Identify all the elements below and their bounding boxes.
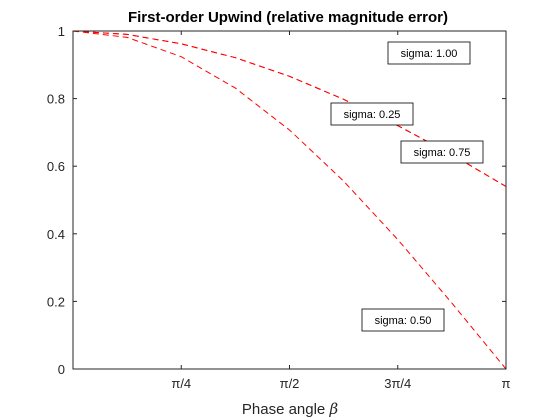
y-tick-label-3: 0.6 xyxy=(47,159,65,174)
annotations: sigma: 1.00 sigma: 0.25 sigma: 0.75 sigm… xyxy=(330,41,484,332)
x-axis-label-text: Phase angle xyxy=(242,401,330,418)
annotation-sigma-0-50: sigma: 0.50 xyxy=(375,315,432,327)
annotation-sigma-1-00: sigma: 1.00 xyxy=(401,48,458,60)
annotation-box-sigma-1-00 xyxy=(387,41,471,65)
y-tick-label-2: 0.4 xyxy=(47,227,65,242)
y-tick-label-4: 0.8 xyxy=(47,92,65,107)
x-axis-label: Phase angle β xyxy=(242,400,339,418)
x-axis-label-symbol: β xyxy=(328,400,338,418)
x-tick-label-0: π/4 xyxy=(171,376,191,391)
annotation-box-sigma-0-75 xyxy=(400,140,484,164)
x-axis: π/4 π/2 3π/4 π xyxy=(171,31,511,391)
y-tick-label-0: 0 xyxy=(58,362,65,377)
y-tick-label-5: 1 xyxy=(58,24,65,39)
chart-title: First-order Upwind (relative magnitude e… xyxy=(128,9,448,26)
annotation-box-sigma-0-50 xyxy=(361,308,445,332)
y-axis: 0 0.2 0.4 0.6 0.8 1 xyxy=(47,24,506,377)
x-tick-label-3: π xyxy=(502,376,511,391)
x-tick-label-1: π/2 xyxy=(280,376,300,391)
annotation-sigma-0-75: sigma: 0.75 xyxy=(414,147,471,159)
series-line-3 xyxy=(72,30,507,370)
x-tick-label-2: 3π/4 xyxy=(384,376,411,391)
y-tick-label-1: 0.2 xyxy=(47,294,65,309)
annotation-sigma-0-25: sigma: 0.25 xyxy=(344,109,401,121)
annotation-box-sigma-0-25 xyxy=(330,102,414,126)
